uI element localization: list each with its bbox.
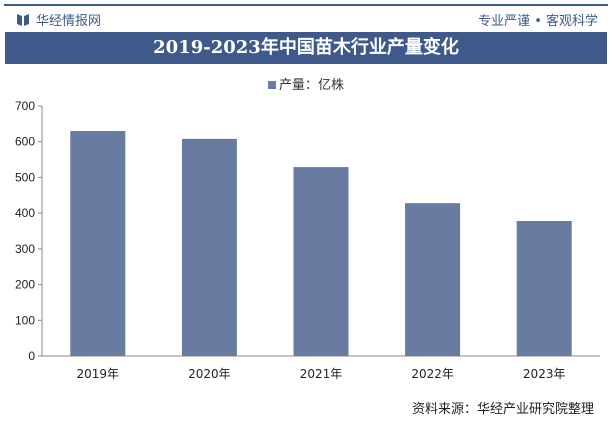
y-tick-label: 500 (15, 170, 35, 184)
x-tick-label: 2022年 (411, 367, 454, 381)
legend-label: 产量：亿株 (278, 78, 344, 93)
legend-swatch (267, 81, 276, 89)
y-tick-label: 700 (15, 99, 35, 113)
brand: 华经情报网 (16, 10, 101, 29)
source-note: 资料来源：华经产业研究院整理 (411, 402, 594, 417)
x-tick-label: 2021年 (300, 367, 343, 381)
brand-name: 华经情报网 (36, 14, 102, 29)
y-tick-label: 100 (15, 313, 35, 327)
x-tick-label: 2020年 (188, 367, 231, 381)
y-tick-label: 400 (15, 206, 35, 220)
book-icon (17, 13, 29, 26)
bar (405, 203, 461, 356)
bar (516, 221, 572, 356)
y-tick-label: 600 (15, 135, 35, 149)
y-tick-label: 300 (15, 242, 35, 256)
chart-title: 2019-2023年中国苗木行业产量变化 (5, 32, 607, 64)
slogan: 专业严谨 • 客观科学 (478, 14, 598, 29)
bar (181, 138, 237, 356)
bar (70, 131, 126, 356)
bar (293, 167, 349, 356)
x-tick-label: 2023年 (523, 367, 566, 381)
y-tick-label: 200 (15, 278, 35, 292)
y-tick-label: 0 (28, 349, 35, 363)
legend: 产量：亿株 (0, 74, 612, 93)
top-rule (4, 4, 608, 6)
x-tick-label: 2019年 (77, 367, 120, 381)
